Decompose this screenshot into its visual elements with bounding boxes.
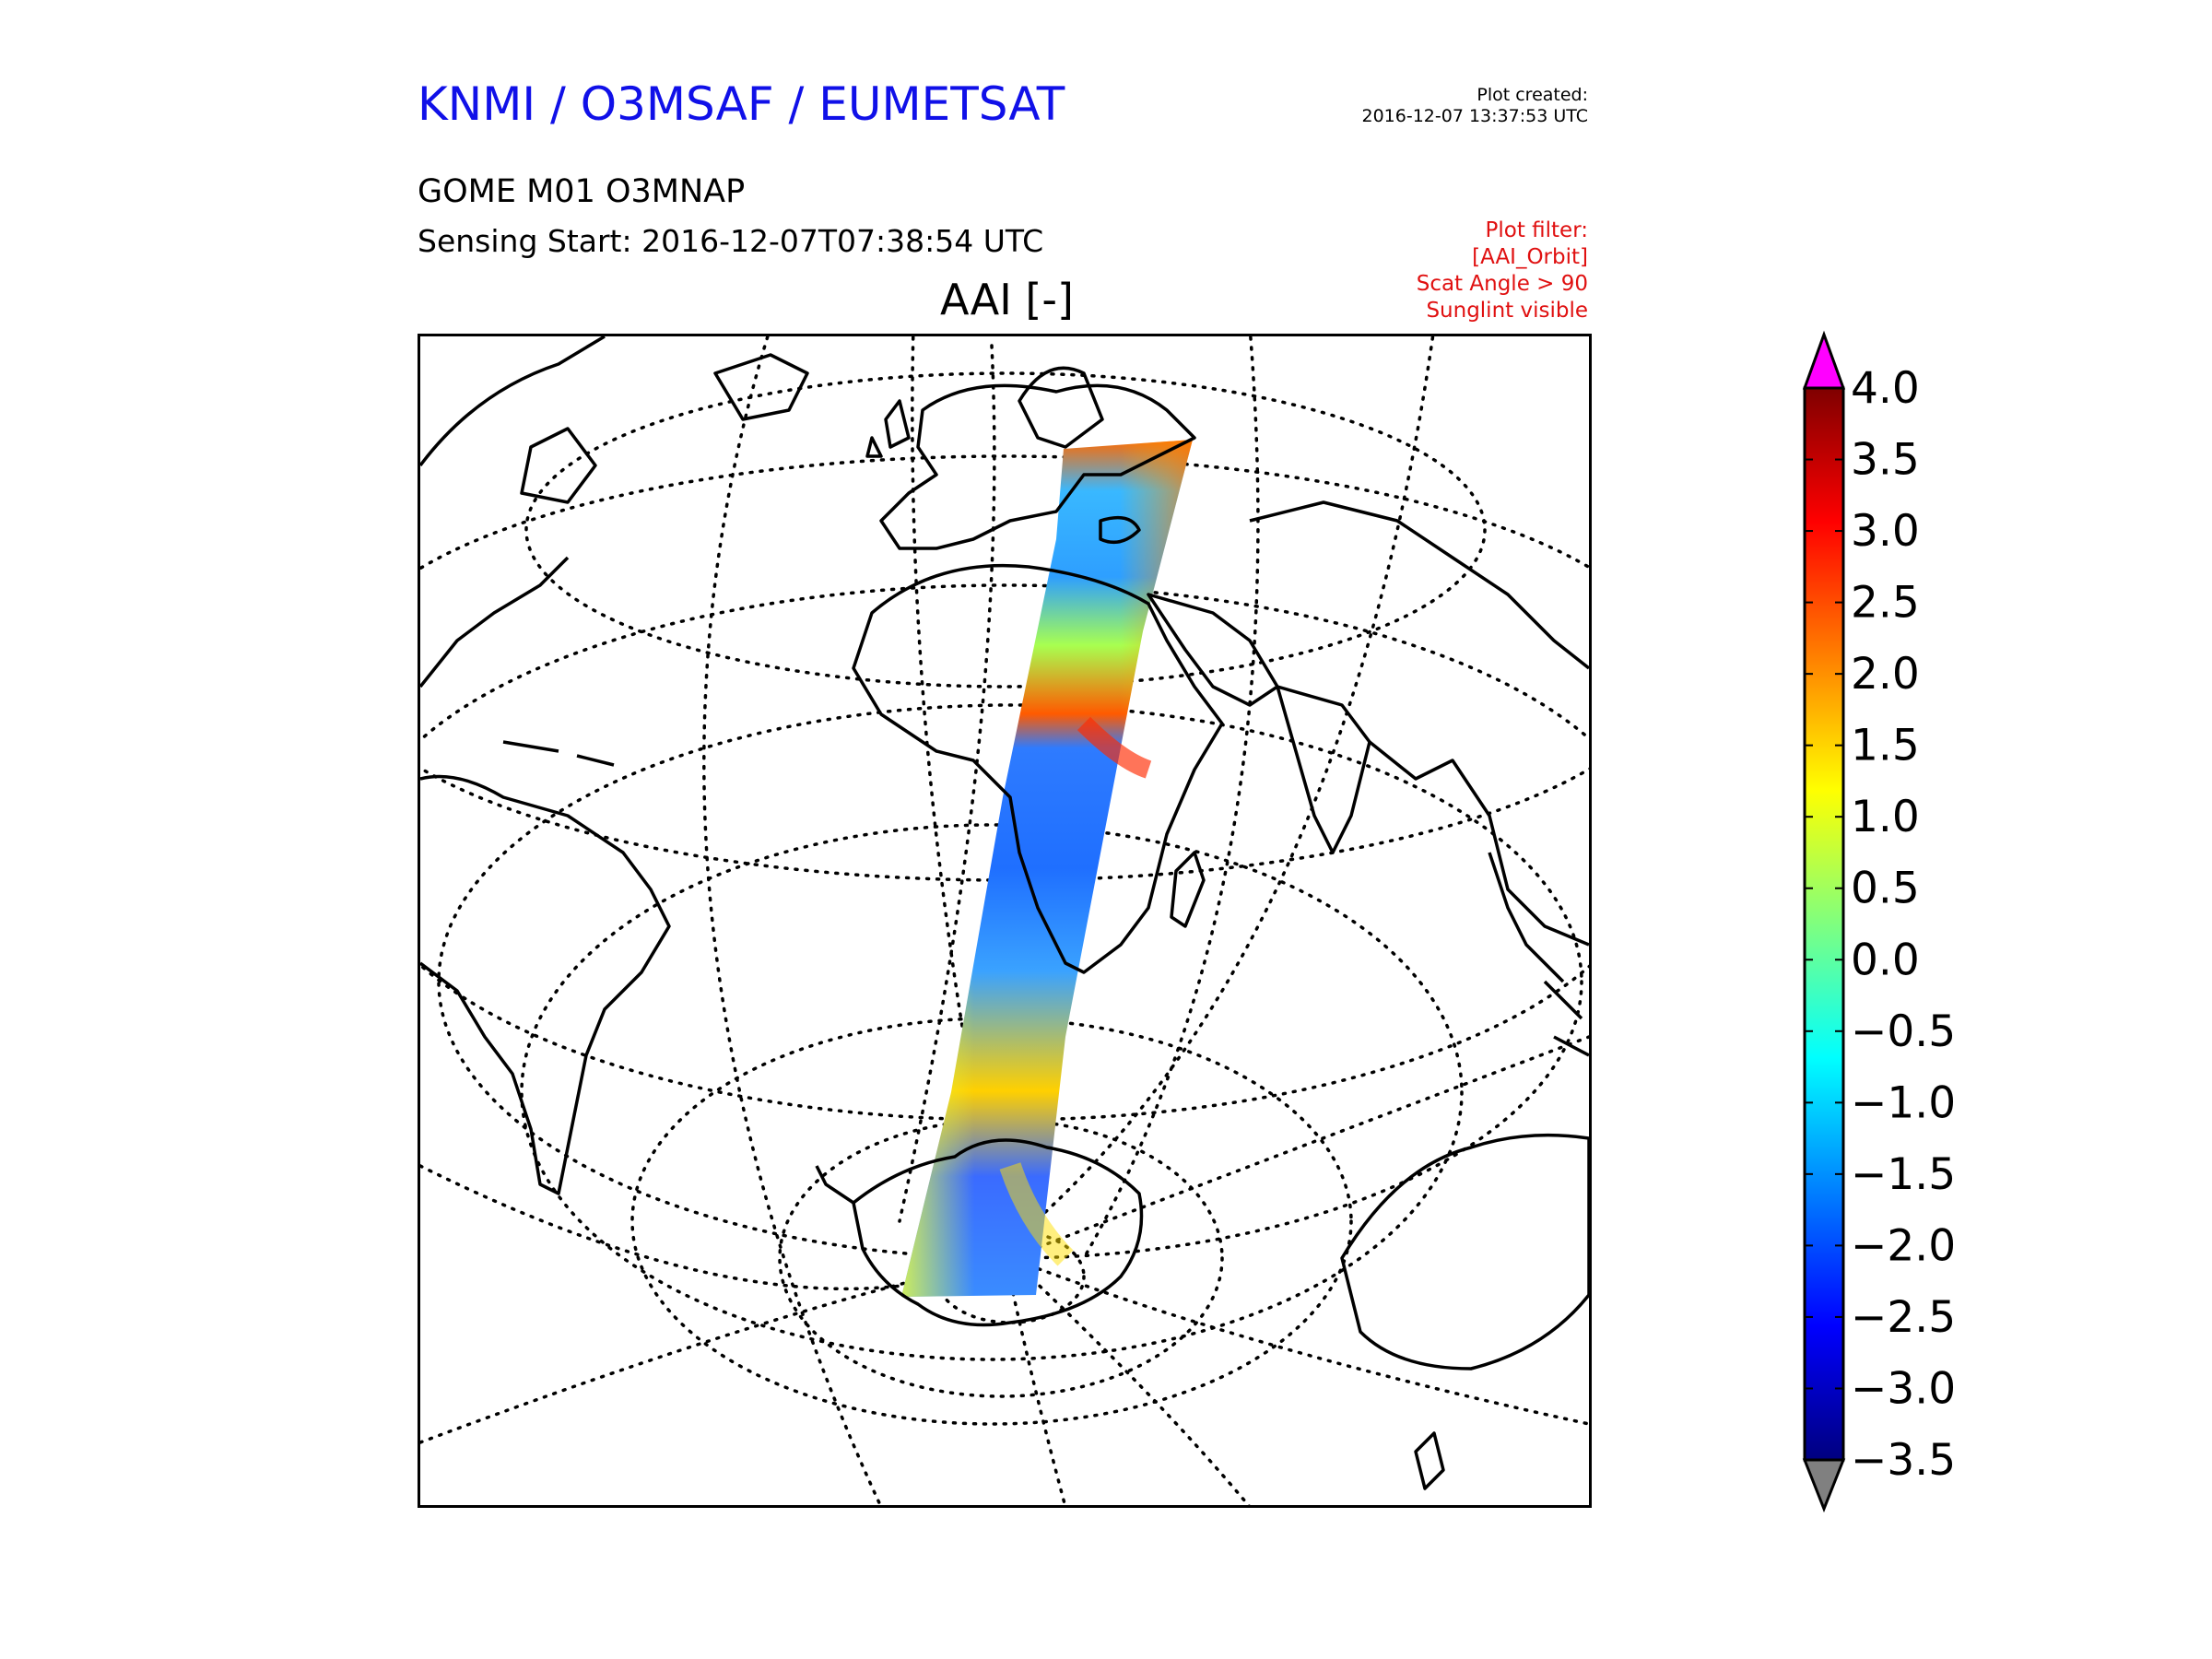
india-coast [1276,685,1371,854]
coastlines [420,336,1589,1490]
scandinavia-coast [1018,366,1104,449]
asia-coast [1249,500,1589,947]
antarctica-coast [852,1138,1144,1327]
plot-created-label: Plot created: [1477,85,1588,105]
north-america-coast [420,336,606,688]
colorbar-gradient [1803,386,1845,1462]
filter-line: Plot filter: [1485,218,1588,242]
british-isles [865,399,911,458]
map-panel [418,334,1592,1508]
filter-line: Scat Angle > 90 [1416,272,1588,296]
madagascar [1170,851,1206,928]
colorbar-over-extension [1802,330,1846,390]
greenland [713,353,809,421]
colorbar-under-extension [1802,1458,1846,1513]
colorbar: 4.0 3.5 3.0 2.5 2.0 1.5 1.0 0.5 0.0 −0.5 −1.0 −1.5 −… [1802,330,1956,1513]
colorbar-tick-label: −3.5 [1851,1435,1956,1486]
colorbar-ticks: 4.0 3.5 3.0 2.5 2.0 1.5 1.0 0.5 0.0 −0.5 −1.0 −1.5 −… [1805,363,1956,1486]
variable-title: AAI [-] [940,275,1074,324]
colorbar-tick-label: 1.5 [1851,721,1920,771]
filter-line: [AAI_Orbit] [1472,245,1588,269]
colorbar-tick-label: 0.5 [1851,864,1920,914]
colorbar-tick-label: −0.5 [1851,1006,1956,1057]
colorbar-tick-label: −2.5 [1851,1292,1956,1343]
colorbar-tick-label: −1.0 [1851,1077,1956,1128]
plot-filter: Plot filter: [AAI_Orbit] Scat Angle > 90… [1417,218,1588,324]
organisation-title: KNMI / O3MSAF / EUMETSAT [418,77,1065,131]
new-zealand [1414,1431,1445,1490]
colorbar-tick-label: 0.0 [1851,935,1920,985]
colorbar-tick-label: 2.5 [1851,578,1920,629]
sensing-start: Sensing Start: 2016-12-07T07:38:54 UTC [418,223,1044,259]
europe-coast [879,383,1196,550]
orthographic-map [420,336,1589,1505]
plot-created-info: Plot created: 2016-12-07 13:37:53 UTC [1362,85,1589,127]
filter-line: Sunglint visible [1426,299,1588,323]
colorbar-tick-label: −3.0 [1851,1363,1956,1414]
colorbar-tick-label: 2.0 [1851,649,1920,700]
black-sea [1099,515,1141,545]
aai-swath [901,440,1193,1297]
colorbar-tick-label: −2.0 [1851,1220,1956,1271]
colorbar-tick-label: −1.5 [1851,1149,1956,1200]
australia-coast [1340,1133,1589,1371]
colorbar-tick-label: 1.0 [1851,792,1920,842]
caribbean [502,740,615,767]
antarctic-peninsula [815,1165,854,1205]
colorbar-tick-label: 3.5 [1851,435,1920,486]
plot-created-value: 2016-12-07 13:37:53 UTC [1361,106,1589,126]
product-name: GOME M01 O3MNAP [418,173,746,210]
colorbar-tick-label: 3.0 [1851,506,1920,557]
colorbar-tick-label: 4.0 [1851,363,1920,414]
south-america-coast [420,774,671,1195]
southeast-asia [1488,852,1589,1057]
arabia-coast [1147,593,1279,707]
africa-coast [852,563,1224,974]
